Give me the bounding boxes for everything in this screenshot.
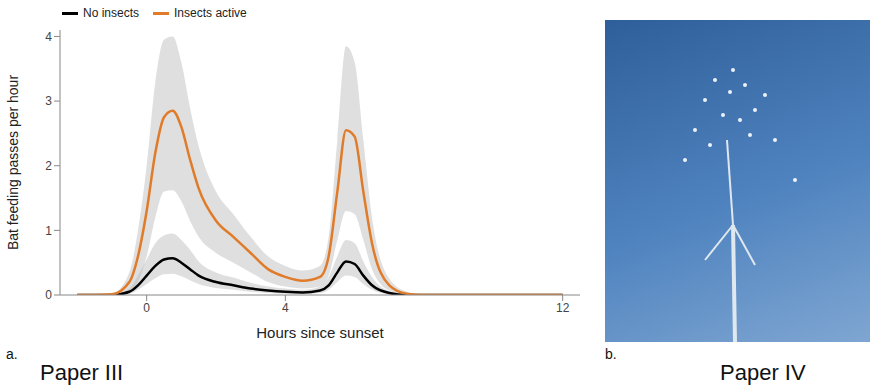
svg-text:3: 3 <box>45 94 52 108</box>
html-text:Paper III: Paper III <box>40 360 124 385</box>
svg-text:0: 0 <box>143 301 150 315</box>
html-text:No insects: No insects <box>83 6 139 20</box>
svg-text:2: 2 <box>45 159 52 173</box>
svg-text:4: 4 <box>282 301 289 315</box>
html-text:b.: b. <box>605 346 617 362</box>
svg-text:12: 12 <box>556 301 570 315</box>
svg-text:1: 1 <box>45 224 52 238</box>
html-text:Paper IV: Paper IV <box>720 360 806 385</box>
svg-text:0: 0 <box>45 288 52 302</box>
svg-text:Hours since sunset: Hours since sunset <box>256 324 384 341</box>
html-text:a.: a. <box>6 346 18 362</box>
svg-text:4: 4 <box>45 30 52 44</box>
html-text:Insects active: Insects active <box>174 6 247 20</box>
svg-text:Bat feeding passes per hour: Bat feeding passes per hour <box>5 75 21 250</box>
